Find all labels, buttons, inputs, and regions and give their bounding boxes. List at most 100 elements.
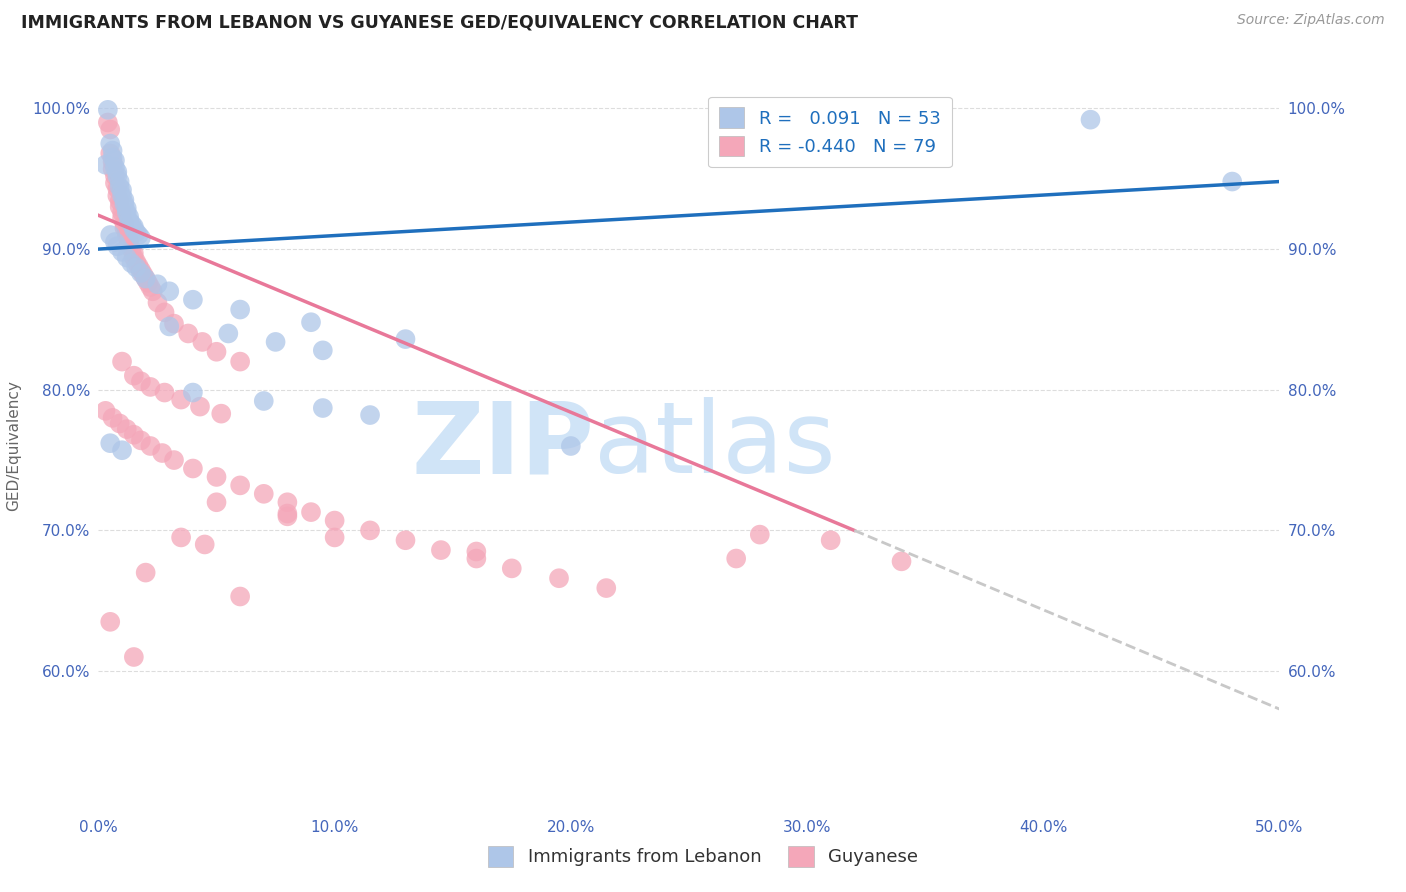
Point [101,410,124,425]
Point [105,239,128,253]
Point [118,238,141,252]
Point [128,259,150,273]
Point [104,161,127,175]
Point [150,446,173,460]
Point [129,374,152,388]
Point [299,315,322,329]
Point [359,524,381,538]
Point [121,256,143,270]
Point [394,332,416,346]
Point [111,443,134,458]
Point [1220,175,1243,189]
Point [890,554,912,568]
Point [104,153,127,168]
Point [146,295,169,310]
Point [229,354,252,368]
Point [135,271,157,285]
Point [122,222,145,236]
Point [122,427,145,442]
Point [122,650,145,665]
Point [108,180,131,194]
Point [142,285,165,299]
Point [104,176,127,190]
Point [105,188,128,202]
Point [112,221,135,235]
Point [122,219,145,234]
Point [560,439,582,453]
Point [146,277,169,292]
Point [97,115,120,129]
Point [157,319,180,334]
Point [170,392,193,407]
Point [820,533,842,548]
Point [111,211,134,226]
Point [105,181,128,195]
Point [98,615,121,629]
Point [163,317,186,331]
Point [115,205,138,219]
Point [98,436,121,450]
Point [181,385,204,400]
Point [121,217,143,231]
Point [115,422,138,436]
Point [98,146,121,161]
Legend: R =   0.091   N = 53, R = -0.440   N = 79: R = 0.091 N = 53, R = -0.440 N = 79 [709,96,952,167]
Point [229,478,252,492]
Point [465,551,488,566]
Text: ZIP: ZIP [412,398,595,494]
Point [229,590,252,604]
Point [725,551,748,566]
Point [122,368,145,383]
Point [118,214,141,228]
Point [111,354,134,368]
Legend: Immigrants from Lebanon, Guyanese: Immigrants from Lebanon, Guyanese [481,838,925,874]
Point [135,271,157,285]
Point [205,470,228,484]
Point [194,537,217,551]
Point [139,439,162,453]
Point [181,461,204,475]
Point [129,434,152,448]
Point [394,533,416,548]
Point [111,188,134,202]
Point [111,183,134,197]
Point [264,334,287,349]
Point [153,385,176,400]
Point [163,453,186,467]
Point [115,225,138,239]
Point [125,260,148,275]
Point [170,531,193,545]
Point [1080,112,1102,127]
Y-axis label: GED/Equivalency: GED/Equivalency [6,381,21,511]
Point [229,302,252,317]
Point [98,136,121,151]
Point [188,400,211,414]
Point [108,200,131,214]
Point [112,193,135,207]
Point [312,343,335,358]
Point [135,566,157,580]
Point [253,394,276,409]
Point [253,487,276,501]
Point [115,202,138,216]
Point [129,266,152,280]
Point [112,217,135,231]
Point [153,305,176,319]
Point [136,276,159,290]
Point [101,151,124,165]
Point [101,154,124,169]
Point [359,408,381,422]
Point [217,326,239,341]
Point [129,231,152,245]
Point [98,227,121,242]
Point [121,242,143,256]
Point [129,263,152,277]
Point [323,531,346,545]
Point [191,334,214,349]
Point [465,544,488,558]
Point [205,495,228,509]
Point [125,254,148,268]
Point [276,507,298,521]
Point [157,285,180,299]
Point [104,235,127,249]
